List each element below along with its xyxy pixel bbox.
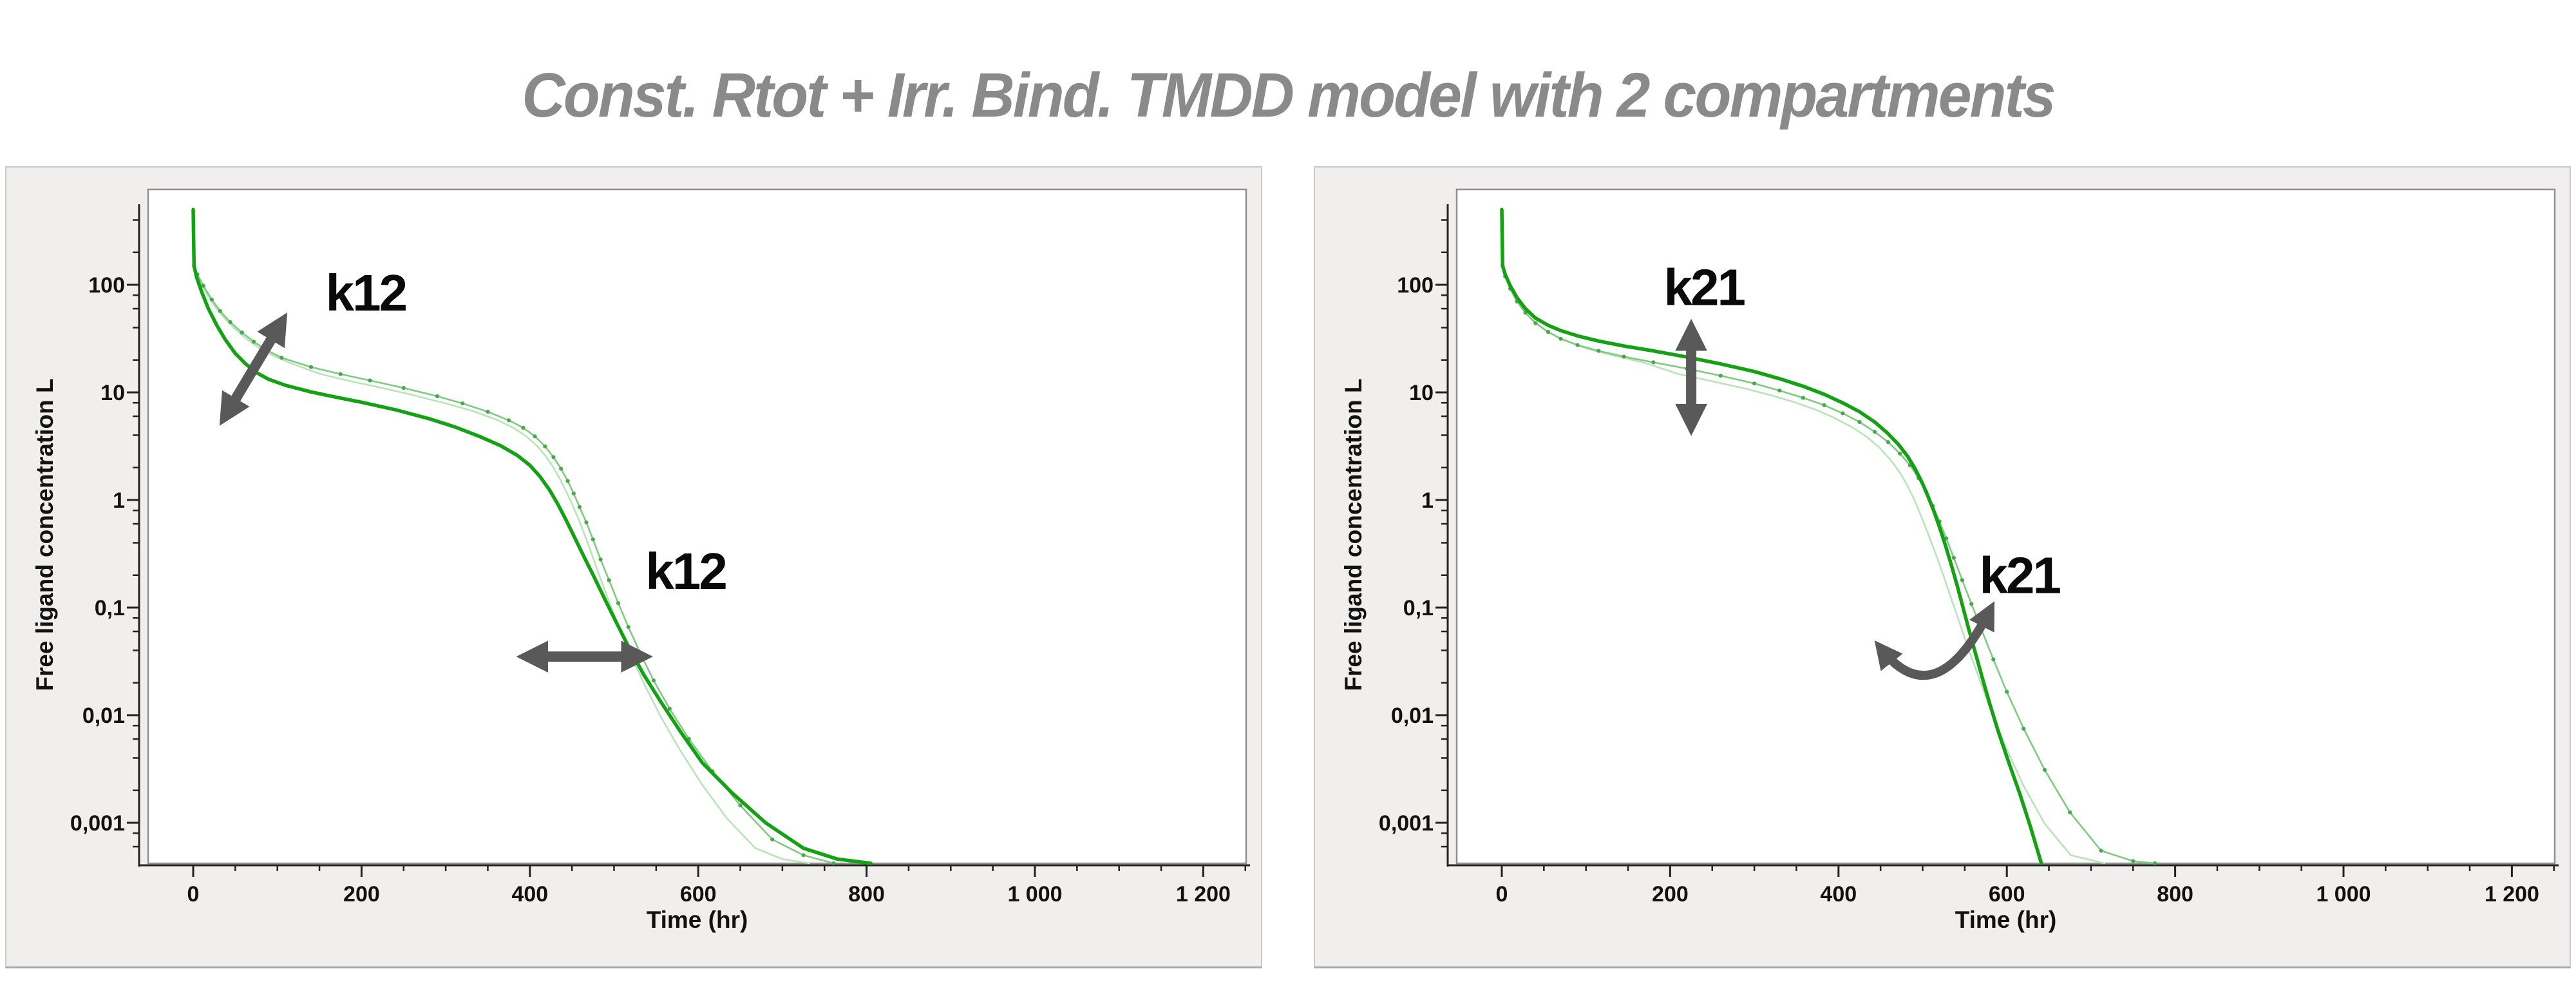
y-tick-label: 100: [1397, 273, 1434, 298]
x-tick-label: 800: [2157, 882, 2193, 907]
y-tick-label: 10: [100, 381, 125, 405]
chart-right-k21: 100 10 1 0,1 0,01 0,001 0 200 400 600 800 1 000 1 20…: [1340, 188, 2559, 933]
chart-panel-right: 100 10 1 0,1 0,01 0,001 0 200 400 600 800 1 000 1 20…: [1314, 166, 2571, 968]
chart-left-k12: 100 10 1 0,1 0,01 0,001 0 200 400 600 800 1 000 1 20…: [32, 188, 1250, 933]
y-tick-label: 0,1: [95, 596, 125, 620]
x-tick-label: 600: [680, 882, 717, 907]
x-tick-label: 200: [343, 882, 380, 907]
y-tick-label: 1: [1421, 488, 1434, 513]
x-tick-label: 200: [1652, 882, 1689, 907]
x-tick-label: 400: [1820, 882, 1857, 907]
x-tick-label: 800: [848, 882, 885, 907]
x-axis-title: Time (hr): [647, 907, 748, 933]
y-tick-label: 10: [1409, 381, 1434, 405]
plot-area: [147, 188, 1247, 865]
x-tick-label: 0: [187, 882, 200, 907]
y-tick-label: 0,1: [1403, 596, 1434, 620]
chart-panel-left: 100 10 1 0,1 0,01 0,001 0 200 400 600 800 1 000 1 20…: [5, 166, 1262, 968]
plot-area: [1455, 188, 2556, 865]
y-tick-label: 1: [113, 488, 125, 513]
x-tick-label: 0: [1496, 882, 1508, 907]
x-tick-label: 600: [1989, 882, 2025, 907]
effect-arrow: [219, 312, 288, 426]
annotation-k12: k12: [645, 543, 726, 600]
x-tick-label: 1 200: [1176, 882, 1231, 907]
y-axis-title: Free ligand concentration L: [32, 378, 58, 691]
y-tick-label: 100: [88, 273, 125, 298]
y-tick-label: 0,01: [1391, 704, 1434, 728]
x-tick-label: 1 000: [1007, 882, 1062, 907]
x-tick-label: 400: [511, 882, 548, 907]
annotation-k21: k21: [1663, 259, 1745, 316]
y-tick-label: 0,01: [82, 704, 125, 728]
effect-arrow-curved: [1874, 601, 1994, 680]
y-axis-title: Free ligand concentration L: [1340, 378, 1367, 691]
page-title: Const. Rtot + Irr. Bind. TMDD model with…: [522, 60, 2056, 130]
x-tick-label: 1 200: [2485, 882, 2539, 907]
y-tick-label: 0,001: [70, 811, 125, 836]
x-tick-label: 1 000: [2316, 882, 2371, 907]
annotation-k12: k12: [326, 264, 406, 322]
x-axis-title: Time (hr): [1955, 907, 2057, 933]
annotation-k21: k21: [1980, 547, 2061, 604]
y-tick-label: 0,001: [1379, 811, 1434, 836]
